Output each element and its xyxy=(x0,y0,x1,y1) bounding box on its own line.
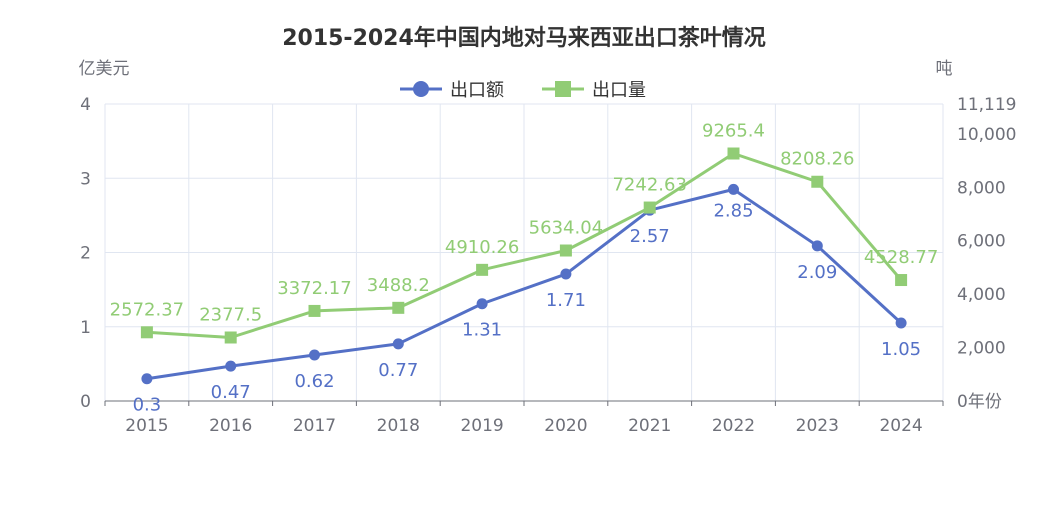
data-point[interactable] xyxy=(392,338,404,350)
grid-lines xyxy=(104,103,944,401)
data-label: 0.47 xyxy=(211,382,251,403)
left-axis-label: 亿美元 xyxy=(79,59,130,79)
data-label: 7242.63 xyxy=(612,175,686,196)
x-tick-label: 2023 xyxy=(796,416,839,436)
data-label: 4910.26 xyxy=(445,237,519,258)
legend-item-1[interactable]: 出口额 xyxy=(400,80,504,101)
axes: 0 1 2 3 4 0年份 2,000 4,000 6,000 8,000 10,000 11,119… xyxy=(80,95,1016,436)
data-label: 4528.77 xyxy=(864,247,938,268)
legend-label: 出口额 xyxy=(450,80,504,101)
x-tick-label: 2024 xyxy=(879,416,922,436)
data-point[interactable] xyxy=(392,301,405,314)
x-tick-label: 2022 xyxy=(712,416,755,436)
y-left-tick-label: 3 xyxy=(80,169,91,189)
series-line-2 xyxy=(146,152,903,339)
data-point[interactable] xyxy=(225,360,237,372)
legend-item-2[interactable]: 出口量 xyxy=(542,80,646,101)
y-right-tick-label: 10,000 xyxy=(957,125,1016,145)
x-tick-label: 2018 xyxy=(377,416,420,436)
data-point[interactable] xyxy=(476,263,489,276)
data-point[interactable] xyxy=(309,349,320,361)
data-label: 1.71 xyxy=(546,290,586,311)
data-point[interactable] xyxy=(643,201,656,214)
data-label: 8208.26 xyxy=(780,149,854,170)
data-label: 1.05 xyxy=(881,339,921,360)
right-axis-label: 吨 xyxy=(936,59,953,79)
y-right-tick-label: 4,000 xyxy=(957,285,1006,305)
data-point[interactable] xyxy=(140,326,153,339)
data-point[interactable] xyxy=(308,304,321,317)
data-label: 5634.04 xyxy=(529,218,603,239)
legend-marker-circle xyxy=(413,81,429,97)
legend-marker-square xyxy=(555,81,571,97)
data-point[interactable] xyxy=(476,298,488,310)
y-right-tick-label: 6,000 xyxy=(957,232,1006,252)
y-right-tick-label: 8,000 xyxy=(957,178,1006,198)
data-label: 2.09 xyxy=(797,262,837,283)
x-tick-label: 2021 xyxy=(628,416,671,436)
y-left-tick-label: 1 xyxy=(80,318,91,338)
legend-label: 出口量 xyxy=(592,80,646,101)
x-tick-label: 2016 xyxy=(209,416,252,436)
data-label: 3372.17 xyxy=(277,278,351,299)
data-label: 2.85 xyxy=(713,200,753,221)
y-right-tick-label: 2,000 xyxy=(957,339,1006,359)
data-label: 3488.2 xyxy=(367,275,430,296)
data-point[interactable] xyxy=(559,244,572,257)
data-label: 0.3 xyxy=(133,395,162,416)
plot-area xyxy=(140,147,908,385)
x-tick-label: 2017 xyxy=(293,416,336,436)
data-point[interactable] xyxy=(811,175,824,188)
data-point[interactable] xyxy=(895,317,907,329)
legend[interactable]: 出口额 出口量 xyxy=(400,80,646,101)
data-labels: 0.3 0.47 0.62 0.77 1.31 1.71 2.57 2.85 2.09 1.05 2… xyxy=(110,121,939,416)
y-right-tick-label: 11,119 xyxy=(957,95,1016,115)
chart-title: 2015-2024年中国内地对马来西亚出口茶叶情况 xyxy=(282,25,766,51)
data-label: 9265.4 xyxy=(702,121,765,142)
y-left-tick-label: 0 xyxy=(80,392,91,412)
data-point[interactable] xyxy=(224,331,237,344)
x-tick-label: 2015 xyxy=(125,416,168,436)
data-label: 2.57 xyxy=(630,226,670,247)
data-point[interactable] xyxy=(895,274,908,287)
data-label: 0.77 xyxy=(378,360,418,381)
y-left-tick-label: 4 xyxy=(80,95,91,115)
y-right-tick-label: 0年份 xyxy=(957,392,1002,412)
data-label: 1.31 xyxy=(462,320,502,341)
data-label: 2377.5 xyxy=(199,304,262,325)
x-tick-label: 2019 xyxy=(460,416,503,436)
y-left-tick-label: 2 xyxy=(80,244,91,264)
x-tick-label: 2020 xyxy=(544,416,587,436)
series-line-1 xyxy=(146,187,903,381)
data-point[interactable] xyxy=(727,147,740,160)
data-point[interactable] xyxy=(728,183,739,195)
data-point[interactable] xyxy=(141,373,153,385)
data-label: 2572.37 xyxy=(110,299,184,320)
data-point[interactable] xyxy=(560,268,572,280)
data-label: 0.62 xyxy=(294,371,334,392)
data-point[interactable] xyxy=(811,240,823,252)
